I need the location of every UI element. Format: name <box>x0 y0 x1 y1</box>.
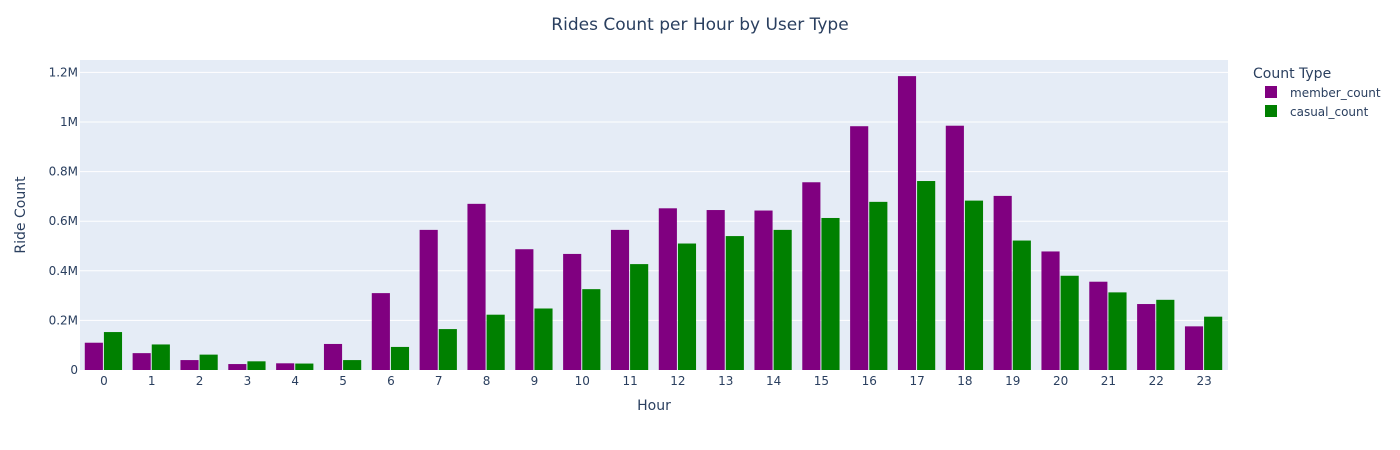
y-tick-label: 0.8M <box>49 165 78 179</box>
bar-casual_count-4[interactable] <box>295 363 314 370</box>
bar-casual_count-9[interactable] <box>534 308 553 370</box>
x-tick-label: 17 <box>909 374 924 388</box>
chart-title: Rides Count per Hour by User Type <box>551 15 848 35</box>
bar-casual_count-15[interactable] <box>821 217 840 370</box>
legend[interactable]: Count Type member_count casual_count <box>1253 66 1381 119</box>
bar-member_count-20[interactable] <box>1041 251 1060 370</box>
x-tick-label: 19 <box>1005 374 1020 388</box>
y-tick-label: 0.6M <box>49 214 78 228</box>
y-axis-title: Ride Count <box>13 176 29 254</box>
legend-title: Count Type <box>1253 66 1331 82</box>
x-tick-label: 18 <box>957 374 972 388</box>
bar-member_count-15[interactable] <box>802 182 821 370</box>
legend-label-member: member_count <box>1290 86 1381 100</box>
bar-casual_count-10[interactable] <box>582 289 601 370</box>
legend-swatch-member <box>1265 86 1277 98</box>
bar-member_count-18[interactable] <box>945 125 964 370</box>
x-tick-label: 2 <box>196 374 204 388</box>
bar-member_count-19[interactable] <box>993 195 1012 370</box>
x-tick-label: 10 <box>575 374 590 388</box>
x-axis-ticks: 0 1 2 3 4 5 6 7 8 9 10 11 12 13 14 15 16 17 18 19 20 21 22 23 <box>100 374 1212 388</box>
bar-casual_count-13[interactable] <box>725 236 744 370</box>
bar-casual_count-3[interactable] <box>247 361 266 370</box>
x-tick-label: 4 <box>291 374 299 388</box>
bar-member_count-5[interactable] <box>323 343 343 370</box>
bar-casual_count-16[interactable] <box>869 201 888 370</box>
plot-background <box>80 60 1228 370</box>
x-tick-label: 5 <box>339 374 347 388</box>
x-tick-label: 9 <box>531 374 539 388</box>
bar-casual_count-6[interactable] <box>390 346 410 370</box>
x-tick-label: 23 <box>1196 374 1211 388</box>
x-tick-label: 21 <box>1101 374 1116 388</box>
x-tick-label: 3 <box>244 374 252 388</box>
bar-casual_count-5[interactable] <box>343 360 362 370</box>
y-tick-label: 1M <box>60 115 78 129</box>
bar-member_count-14[interactable] <box>754 210 773 370</box>
x-axis-title: Hour <box>637 398 671 414</box>
bar-member_count-23[interactable] <box>1184 326 1204 370</box>
bar-casual_count-17[interactable] <box>917 181 936 370</box>
x-tick-label: 11 <box>622 374 637 388</box>
bar-casual_count-18[interactable] <box>964 200 984 370</box>
bar-casual_count-7[interactable] <box>438 329 457 370</box>
bar-casual_count-2[interactable] <box>199 354 218 370</box>
bar-member_count-9[interactable] <box>515 249 534 370</box>
bar-casual_count-8[interactable] <box>486 314 505 370</box>
x-tick-label: 8 <box>483 374 491 388</box>
bar-member_count-16[interactable] <box>850 126 869 370</box>
bars <box>84 76 1223 371</box>
bar-casual_count-1[interactable] <box>151 344 170 370</box>
y-tick-label: 0 <box>70 363 78 377</box>
y-tick-label: 0.4M <box>49 264 78 278</box>
bar-member_count-8[interactable] <box>467 203 486 370</box>
bar-member_count-21[interactable] <box>1089 281 1108 370</box>
bar-member_count-22[interactable] <box>1137 304 1156 370</box>
bar-member_count-4[interactable] <box>276 363 295 370</box>
bar-member_count-12[interactable] <box>658 208 677 370</box>
bar-member_count-17[interactable] <box>897 76 917 371</box>
bar-casual_count-11[interactable] <box>630 264 649 370</box>
y-tick-label: 0.2M <box>49 313 78 327</box>
legend-item-casual[interactable]: casual_count <box>1265 105 1369 119</box>
y-axis-ticks: 0 0.2M 0.4M 0.6M 0.8M 1M 1.2M <box>49 65 78 377</box>
x-tick-label: 22 <box>1149 374 1164 388</box>
bar-member_count-11[interactable] <box>610 229 630 370</box>
x-tick-label: 7 <box>435 374 443 388</box>
bar-casual_count-22[interactable] <box>1156 299 1175 370</box>
bar-casual_count-19[interactable] <box>1012 240 1031 370</box>
bar-casual_count-21[interactable] <box>1108 292 1127 370</box>
x-tick-label: 0 <box>100 374 108 388</box>
bar-casual_count-20[interactable] <box>1060 275 1079 370</box>
bar-casual_count-0[interactable] <box>103 332 123 370</box>
x-tick-label: 13 <box>718 374 733 388</box>
bar-casual_count-14[interactable] <box>773 229 792 370</box>
legend-item-member[interactable]: member_count <box>1265 86 1381 100</box>
bar-member_count-7[interactable] <box>419 229 438 370</box>
bar-member_count-0[interactable] <box>84 342 103 370</box>
bar-member_count-10[interactable] <box>563 253 582 370</box>
bar-member_count-6[interactable] <box>371 293 390 370</box>
legend-swatch-casual <box>1265 105 1277 117</box>
x-tick-label: 14 <box>766 374 781 388</box>
x-tick-label: 1 <box>148 374 156 388</box>
x-tick-label: 15 <box>814 374 829 388</box>
x-tick-label: 6 <box>387 374 395 388</box>
x-tick-label: 20 <box>1053 374 1068 388</box>
bar-casual_count-12[interactable] <box>677 243 697 370</box>
legend-label-casual: casual_count <box>1290 105 1369 119</box>
bar-member_count-13[interactable] <box>706 210 725 370</box>
x-tick-label: 16 <box>862 374 877 388</box>
bar-casual_count-23[interactable] <box>1204 316 1223 370</box>
y-tick-label: 1.2M <box>49 65 78 79</box>
bar-member_count-2[interactable] <box>180 360 199 370</box>
bar-member_count-3[interactable] <box>228 364 247 370</box>
x-tick-label: 12 <box>670 374 685 388</box>
bar-member_count-1[interactable] <box>132 353 151 370</box>
gridlines <box>80 71 1228 321</box>
